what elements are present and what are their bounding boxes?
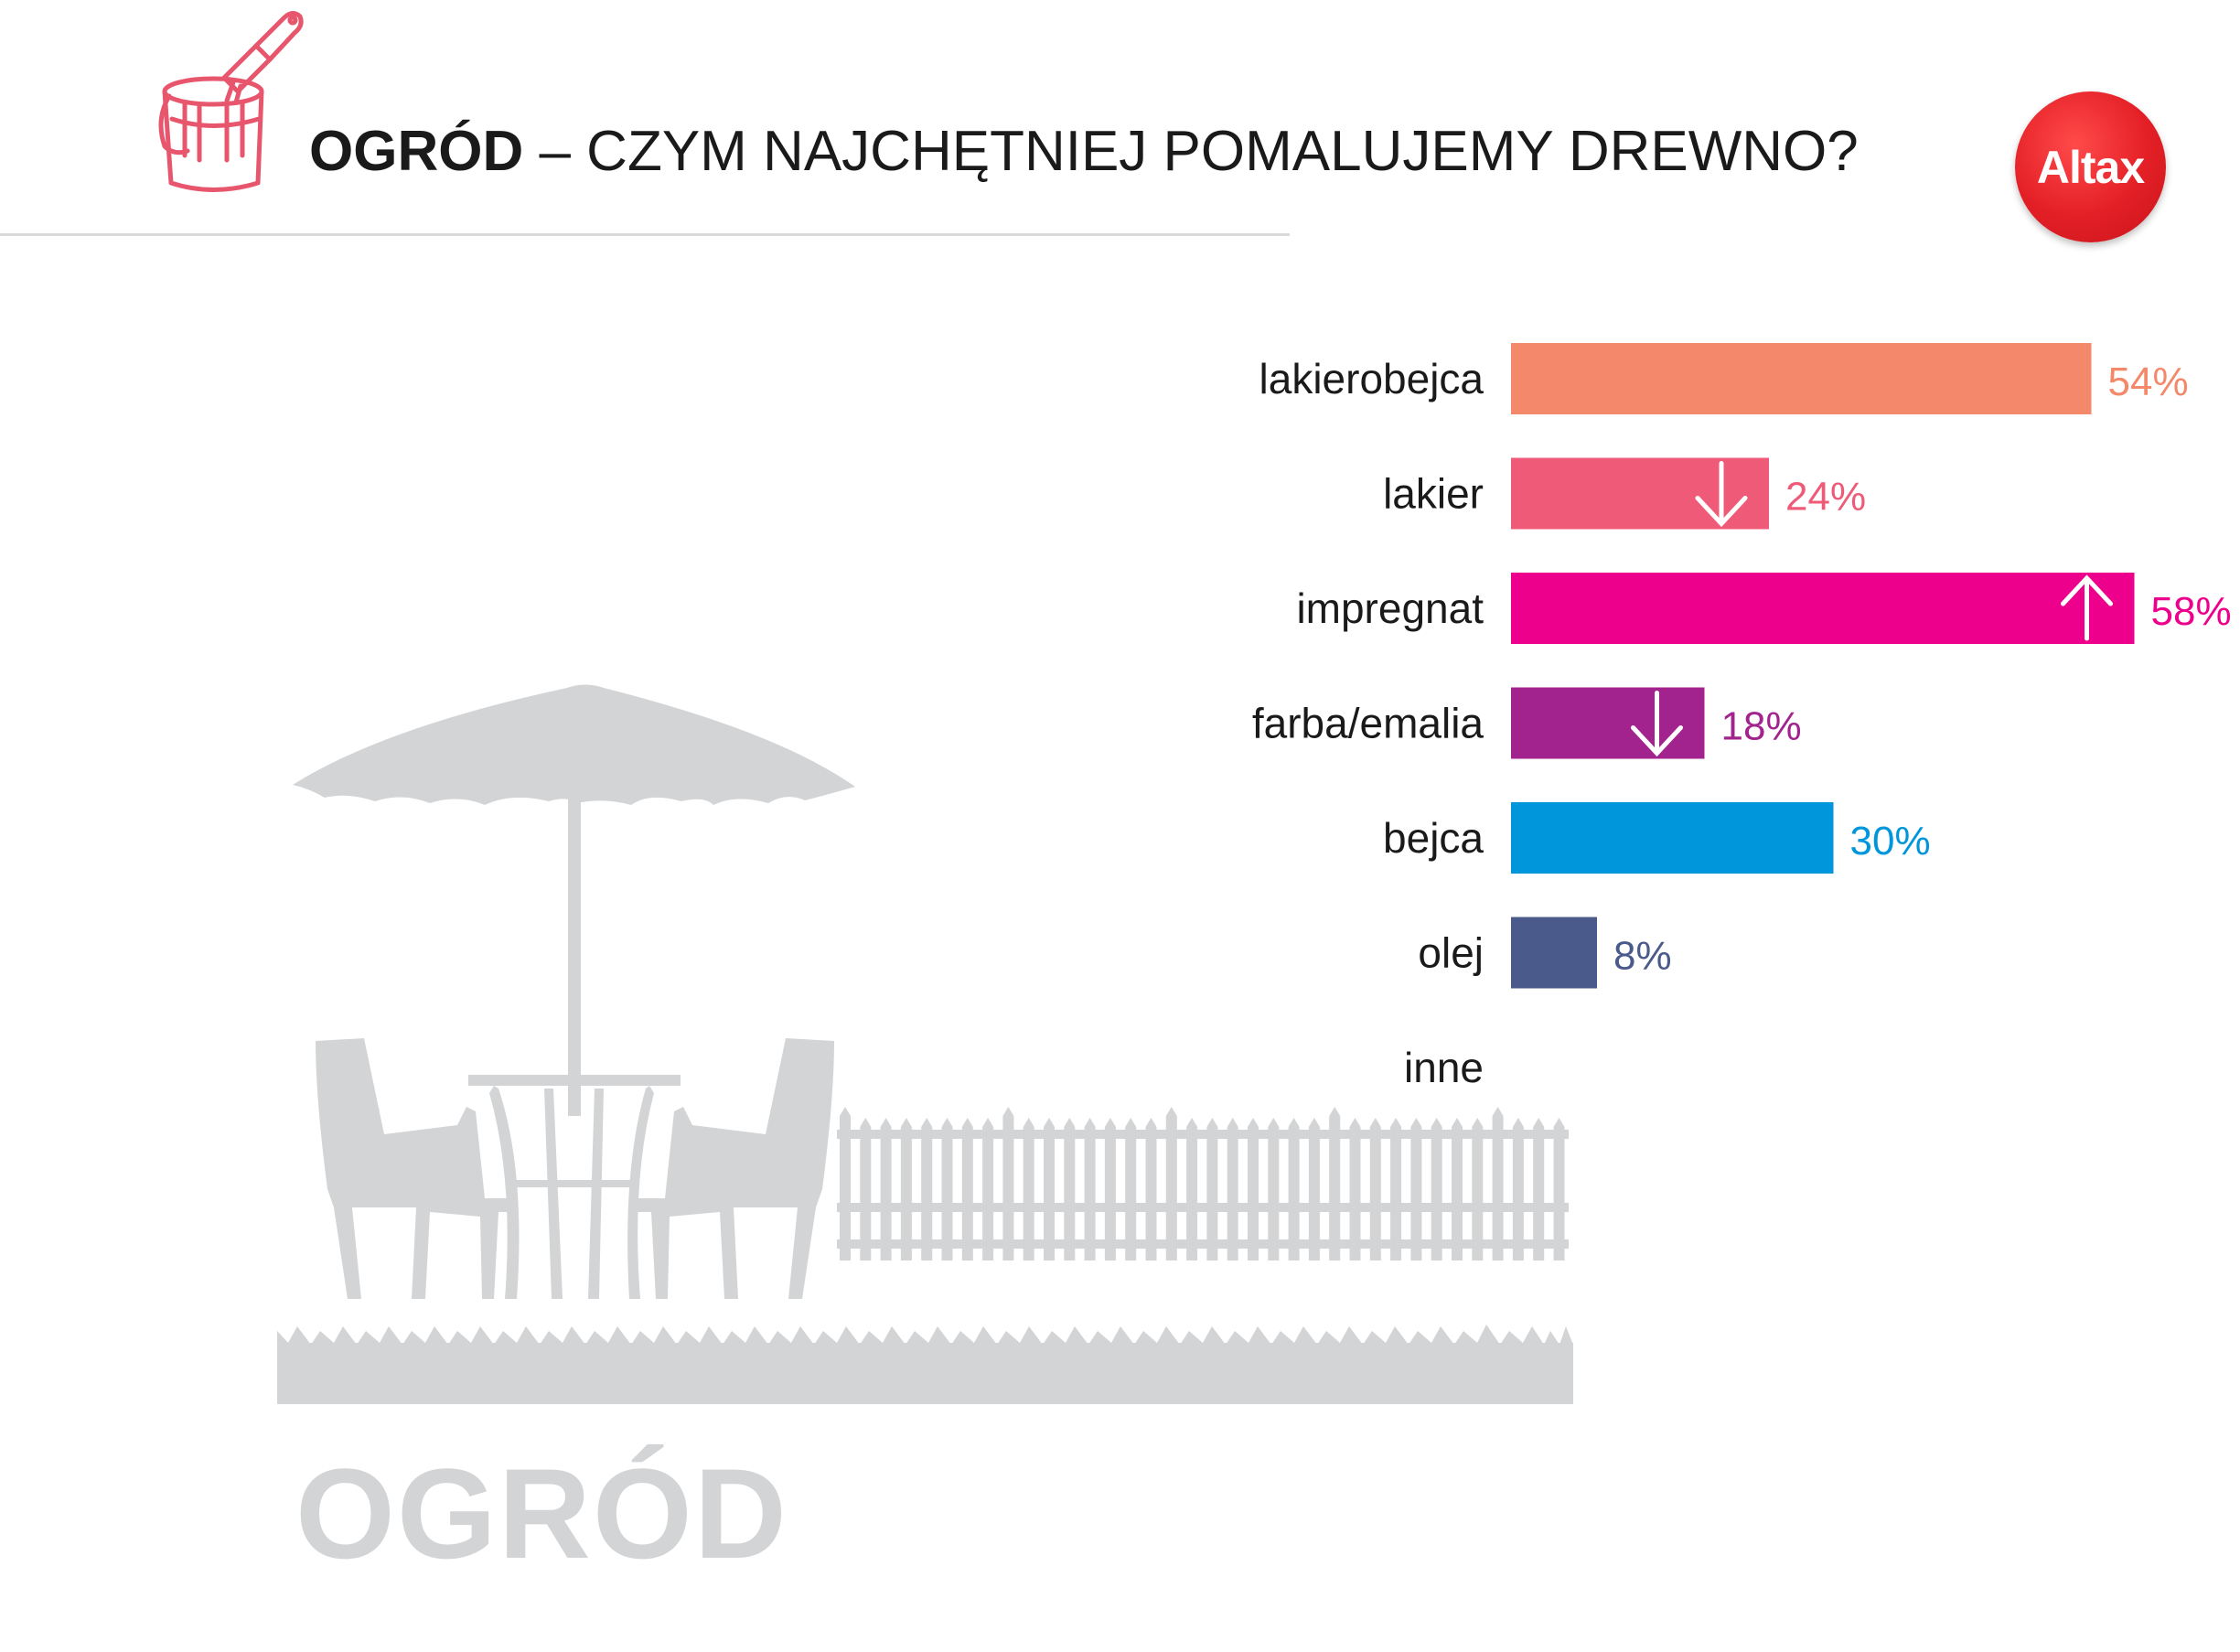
paint-bucket-brush-icon — [158, 11, 304, 192]
fence-picket — [1125, 1118, 1137, 1260]
value-label: 58% — [2151, 589, 2232, 634]
category-label: farba/emalia — [1252, 700, 1484, 747]
arrow-down-icon — [1695, 461, 1748, 528]
fence-picket — [1390, 1118, 1402, 1260]
fence-picket — [1431, 1118, 1442, 1260]
fence-picket — [1227, 1118, 1238, 1260]
fence-picket — [1084, 1118, 1096, 1260]
left-chair — [316, 1038, 514, 1299]
value-label: 18% — [1721, 704, 1802, 749]
fence-picket — [1349, 1118, 1361, 1260]
fence-picket — [1308, 1118, 1320, 1260]
right-chair — [636, 1038, 834, 1299]
fence-picket — [1452, 1118, 1463, 1260]
bar — [1511, 917, 1597, 989]
category-label: lakier — [1383, 470, 1484, 518]
fence-picket — [1248, 1118, 1259, 1260]
bar — [1511, 573, 2135, 644]
fence — [837, 1107, 1569, 1260]
category-label: bejca — [1383, 814, 1484, 862]
fence-picket — [1023, 1118, 1034, 1260]
fence-picket — [1165, 1107, 1177, 1260]
fence-picket — [1206, 1118, 1218, 1260]
header-divider — [0, 233, 1290, 236]
value-label: 24% — [1785, 475, 1866, 520]
category-label: inne — [1404, 1044, 1484, 1091]
fence-picket — [840, 1107, 851, 1260]
fence-picket — [982, 1118, 994, 1260]
fence-picket — [961, 1118, 973, 1260]
fence-picket — [1104, 1118, 1116, 1260]
value-label: 30% — [1850, 819, 1931, 864]
arrow-down-icon — [1631, 691, 1683, 757]
category-label: olej — [1418, 929, 1484, 977]
fence-picket — [900, 1118, 912, 1260]
fence-picket — [1186, 1118, 1198, 1260]
fence-picket — [1533, 1118, 1545, 1260]
bar — [1511, 687, 1705, 759]
garden-caption: OGRÓD — [295, 1442, 788, 1585]
fence-picket — [1492, 1107, 1504, 1260]
fence-picket — [921, 1118, 933, 1260]
page-title-rest: – CZYM NAJCHĘTNIEJ POMALUJEMY DREWNO? — [523, 120, 1859, 183]
fence-picket — [1410, 1118, 1422, 1260]
value-label: 54% — [2108, 359, 2189, 404]
fence-picket — [1512, 1118, 1524, 1260]
fence-picket — [860, 1118, 872, 1260]
bar — [1511, 802, 1834, 874]
bar — [1511, 457, 1769, 530]
table-top — [468, 1075, 681, 1086]
fence-picket — [1553, 1118, 1565, 1260]
category-label: impregnat — [1296, 585, 1484, 632]
table-legs — [489, 1086, 654, 1299]
fence-picket — [1002, 1107, 1014, 1260]
bar — [1511, 343, 2092, 414]
fence-picket — [1064, 1118, 1076, 1260]
fence-picket — [941, 1118, 953, 1260]
arrow-up-icon — [2061, 574, 2113, 641]
fence-picket — [1145, 1118, 1157, 1260]
value-label: 8% — [1613, 934, 1672, 979]
altax-logo: Altax — [2015, 91, 2166, 242]
fence-picket — [1329, 1107, 1341, 1260]
category-label: lakierobejca — [1259, 355, 1484, 402]
umbrella-canopy — [293, 684, 855, 805]
fence-picket — [1288, 1118, 1300, 1260]
fence-picket — [880, 1118, 892, 1260]
fence-picket — [1268, 1118, 1280, 1260]
fence-picket — [1044, 1118, 1055, 1260]
page-title-bold: OGRÓD — [309, 120, 524, 183]
fence-picket — [1472, 1118, 1484, 1260]
fence-picket — [1369, 1118, 1381, 1260]
page-title: OGRÓD – CZYM NAJCHĘTNIEJ POMALUJEMY DREW… — [309, 115, 1859, 188]
umbrella-pole — [568, 787, 581, 1116]
logo-text: Altax — [2036, 141, 2145, 193]
